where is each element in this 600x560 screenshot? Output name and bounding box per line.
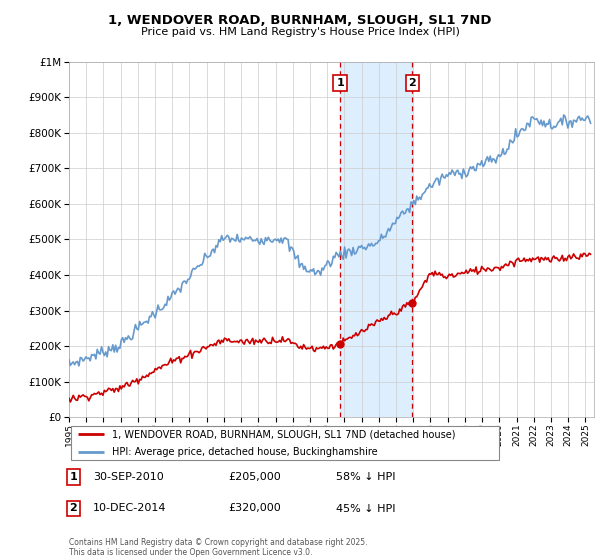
Text: £205,000: £205,000 (228, 472, 281, 482)
Text: 1: 1 (70, 472, 77, 482)
Bar (340, 62, 412, 417)
Text: 58% ↓ HPI: 58% ↓ HPI (336, 472, 395, 482)
FancyBboxPatch shape (71, 426, 499, 460)
Text: 1, WENDOVER ROAD, BURNHAM, SLOUGH, SL1 7ND (detached house): 1, WENDOVER ROAD, BURNHAM, SLOUGH, SL1 7… (112, 429, 456, 439)
Text: 10-DEC-2014: 10-DEC-2014 (93, 503, 167, 514)
Text: £320,000: £320,000 (228, 503, 281, 514)
Text: Contains HM Land Registry data © Crown copyright and database right 2025.
This d: Contains HM Land Registry data © Crown c… (69, 538, 367, 557)
Text: HPI: Average price, detached house, Buckinghamshire: HPI: Average price, detached house, Buck… (112, 447, 378, 457)
Text: 1, WENDOVER ROAD, BURNHAM, SLOUGH, SL1 7ND: 1, WENDOVER ROAD, BURNHAM, SLOUGH, SL1 7… (108, 14, 492, 27)
Text: 2: 2 (70, 503, 77, 514)
Text: 2: 2 (409, 78, 416, 88)
Text: Price paid vs. HM Land Registry's House Price Index (HPI): Price paid vs. HM Land Registry's House … (140, 27, 460, 37)
Text: 1: 1 (336, 78, 344, 88)
Text: 45% ↓ HPI: 45% ↓ HPI (336, 503, 395, 514)
Text: 30-SEP-2010: 30-SEP-2010 (93, 472, 164, 482)
